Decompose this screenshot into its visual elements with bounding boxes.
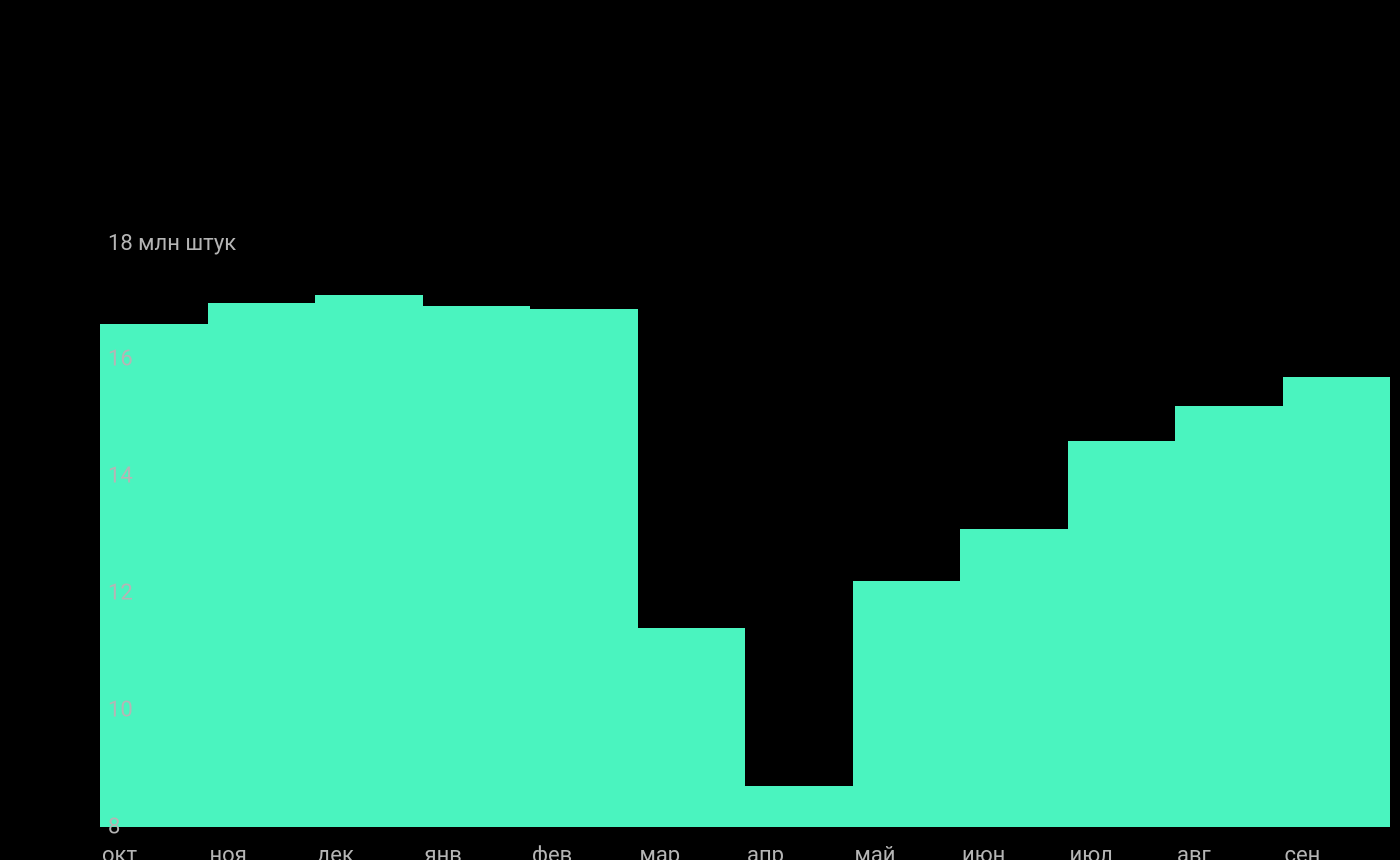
bar [315, 295, 423, 827]
bar [208, 303, 316, 827]
x-tick-label: янв2020 [423, 841, 531, 860]
bar [638, 628, 746, 827]
chart-title: Продажи транспортных средств в США [40, 30, 1360, 67]
x-tick-label: июн [960, 841, 1068, 860]
bars-group [100, 242, 1390, 827]
y-tick-label: 16 [108, 347, 133, 372]
bar [530, 309, 638, 827]
bar [423, 306, 531, 827]
x-tick-month: дек [317, 843, 354, 860]
x-tick-month: май [855, 843, 896, 860]
y-tick-label: 14 [108, 464, 133, 489]
x-tick-month: янв [425, 843, 462, 860]
x-tick-month: июл [1070, 843, 1113, 860]
x-tick-label: ноя [208, 841, 316, 860]
x-tick-month: июн [962, 843, 1005, 860]
x-tick-month: авг [1177, 843, 1211, 860]
bar [853, 581, 961, 827]
x-tick-month: окт [102, 843, 137, 860]
x-tick-month: фев [532, 843, 572, 860]
y-tick-label: 10 [108, 698, 133, 723]
y-tick-label: 12 [108, 581, 133, 606]
x-tick-month: мар [640, 843, 681, 860]
x-tick-month: сен [1285, 843, 1321, 860]
bar [745, 786, 853, 827]
x-tick-label: фев [530, 841, 638, 860]
x-tick-label: май [853, 841, 961, 860]
x-tick-label: июл [1068, 841, 1176, 860]
x-tick-month: апр [747, 843, 784, 860]
x-tick-label: дек [315, 841, 423, 860]
chart-container: Продажи транспортных средств в США 18 мл… [0, 0, 1400, 860]
bar [1283, 377, 1391, 827]
x-tick-label: авг [1175, 841, 1283, 860]
bar [100, 324, 208, 827]
bar [1175, 406, 1283, 827]
x-tick-month: ноя [210, 843, 247, 860]
x-axis-labels: окт2019ноя дек янв2020фев мар апр май июн июл ав… [100, 841, 1390, 860]
x-tick-label: окт2019 [100, 841, 208, 860]
plot-area: 810121416 [100, 242, 1390, 827]
x-tick-label: мар [638, 841, 746, 860]
bar [1068, 441, 1176, 827]
chart-area: 18 млн штук 810121416 окт2019ноядекянв20… [40, 97, 1390, 860]
bar [960, 529, 1068, 827]
x-tick-label: сен [1283, 841, 1391, 860]
y-tick-label: 8 [108, 815, 120, 840]
x-tick-label: апр [745, 841, 853, 860]
